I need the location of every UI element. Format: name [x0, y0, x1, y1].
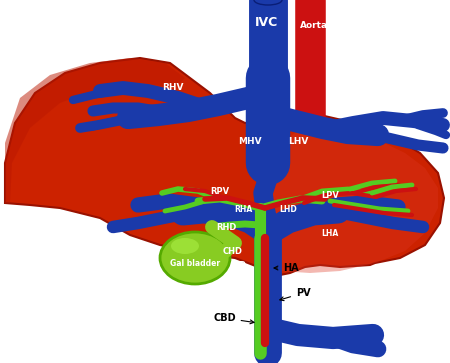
Ellipse shape [171, 238, 199, 254]
Text: CBD: CBD [213, 313, 254, 324]
Ellipse shape [160, 232, 230, 284]
Text: Aorta: Aorta [300, 20, 328, 29]
Text: RHA: RHA [234, 205, 252, 215]
Text: HA: HA [274, 263, 299, 273]
Text: LPV: LPV [321, 191, 339, 200]
Text: RHD: RHD [216, 224, 236, 232]
Text: IVC: IVC [254, 16, 278, 29]
Text: LHA: LHA [321, 228, 338, 237]
Text: MHV: MHV [238, 136, 262, 146]
Text: Gal bladder: Gal bladder [170, 258, 220, 268]
Text: CD: CD [234, 261, 247, 269]
Polygon shape [265, 127, 438, 273]
Text: LHD: LHD [279, 205, 297, 215]
Text: PV: PV [280, 288, 310, 301]
Text: RHV: RHV [162, 83, 184, 93]
Text: LHV: LHV [288, 136, 308, 146]
Ellipse shape [254, 0, 282, 5]
Text: RPV: RPV [211, 187, 230, 196]
Polygon shape [5, 58, 185, 203]
Text: CHD: CHD [223, 246, 243, 256]
Polygon shape [5, 58, 444, 275]
